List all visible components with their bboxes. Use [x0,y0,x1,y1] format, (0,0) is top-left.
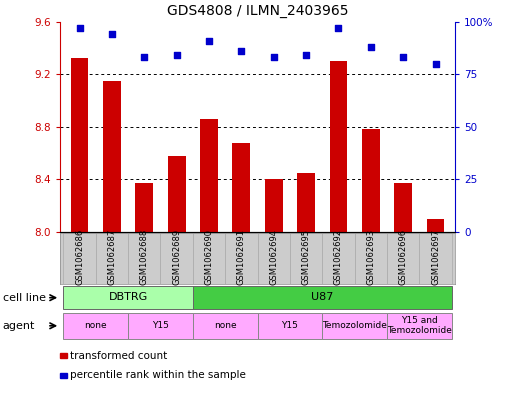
Text: none: none [84,321,107,330]
Text: Y15: Y15 [152,321,169,330]
Bar [63,313,128,338]
Bar [387,313,452,338]
Point [334,25,343,31]
Text: agent: agent [3,321,35,331]
Bar [362,129,380,232]
Bar [290,233,322,284]
Point [108,31,116,37]
Point [431,61,440,67]
Bar [63,233,96,284]
Text: GSM1062695: GSM1062695 [302,229,311,285]
Bar [419,233,452,284]
Text: transformed count: transformed count [70,351,167,361]
Bar [63,286,193,309]
Text: GSM1062691: GSM1062691 [237,229,246,285]
Point [269,54,278,61]
Bar [387,233,419,284]
Text: GSM1062687: GSM1062687 [107,229,117,285]
Bar [233,143,251,232]
Text: Temozolomide: Temozolomide [322,321,387,330]
Bar [128,313,193,338]
Bar [394,183,412,232]
Text: cell line: cell line [3,293,46,303]
Text: none: none [214,321,236,330]
Text: GSM1062689: GSM1062689 [172,229,181,285]
Text: Y15: Y15 [281,321,299,330]
Bar [161,233,193,284]
Bar [193,313,257,338]
Point [140,54,149,61]
Text: Y15 and
Temozolomide: Y15 and Temozolomide [387,316,452,335]
Text: U87: U87 [311,292,334,302]
Bar [297,173,315,232]
Bar [257,233,290,284]
Text: percentile rank within the sample: percentile rank within the sample [70,370,246,380]
Point [302,52,310,59]
Bar [135,183,153,232]
Bar [355,233,387,284]
Bar [225,233,258,284]
Title: GDS4808 / ILMN_2403965: GDS4808 / ILMN_2403965 [167,4,348,18]
Bar [193,233,225,284]
Bar [71,59,88,232]
Bar [427,219,445,232]
Text: DBTRG: DBTRG [108,292,147,302]
Point [205,37,213,44]
Text: GSM1062696: GSM1062696 [399,229,408,285]
Bar [168,156,186,232]
Bar [193,286,452,309]
Point [367,44,375,50]
Text: GSM1062692: GSM1062692 [334,229,343,285]
Bar [322,313,387,338]
Point [173,52,181,59]
Bar [257,313,322,338]
Text: GSM1062697: GSM1062697 [431,229,440,285]
Text: GSM1062686: GSM1062686 [75,229,84,285]
Bar [128,233,161,284]
Text: GSM1062688: GSM1062688 [140,229,149,285]
Point [237,48,246,54]
Bar [265,179,282,232]
Bar [322,233,355,284]
Text: GSM1062693: GSM1062693 [366,229,376,285]
Point [399,54,407,61]
Bar [200,119,218,232]
Bar [96,233,128,284]
Bar [329,61,347,232]
Bar [103,81,121,232]
Text: GSM1062694: GSM1062694 [269,229,278,285]
Point [75,25,84,31]
Text: GSM1062690: GSM1062690 [204,229,213,285]
